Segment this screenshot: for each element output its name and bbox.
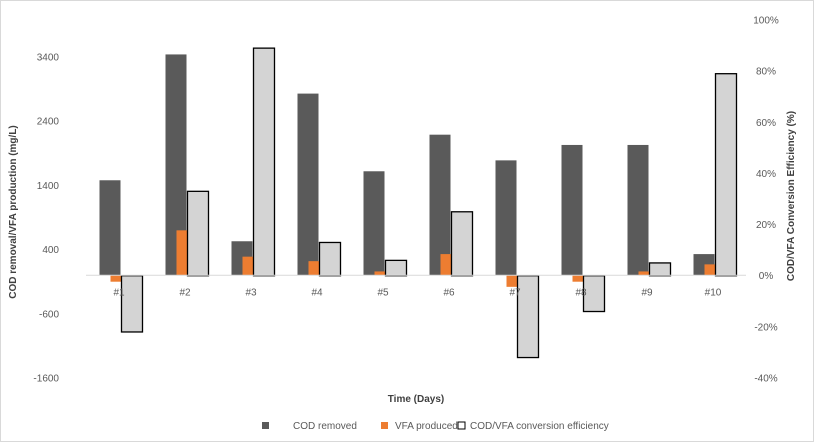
category-label: #8 <box>575 287 587 298</box>
left-tick-label: 400 <box>42 245 59 256</box>
category-label: #4 <box>311 287 323 298</box>
category-label: #10 <box>705 287 722 298</box>
legend-label: COD/VFA conversion efficiency <box>470 421 609 432</box>
category-label: #6 <box>443 287 455 298</box>
bar-1-#9 <box>627 144 649 276</box>
legend-label: COD removed <box>293 421 357 432</box>
bar-1-#8 <box>561 144 583 276</box>
bar-3-#9 <box>648 262 672 277</box>
right-tick-label: 40% <box>756 169 776 180</box>
bar-3-#1 <box>120 275 144 333</box>
legend: COD removed VFA produced COD/VFA conversio… <box>262 421 609 432</box>
bar-1-#7 <box>495 160 517 276</box>
right-tick-label: 100% <box>753 16 779 27</box>
right-tick-label: 20% <box>756 220 776 231</box>
right-tick-label: 0% <box>759 271 774 282</box>
bar-1-#1 <box>99 180 121 276</box>
category-label: #9 <box>641 287 653 298</box>
left-tick-label: 2400 <box>37 117 60 128</box>
category-label: #5 <box>377 287 389 298</box>
series-1 <box>99 54 715 276</box>
bar-3-#3 <box>252 47 276 277</box>
category-label: #1 <box>113 287 125 298</box>
right-tick-label: -20% <box>754 322 777 333</box>
left-tick-label: 1400 <box>37 181 60 192</box>
category-label: #2 <box>179 287 191 298</box>
bar-1-#6 <box>429 134 451 276</box>
bar-3-#10 <box>714 73 738 277</box>
legend-item-3: COD/VFA conversion efficiency <box>457 421 609 432</box>
right-axis: 100% 80% 60% 40% 20% 0% -20% -40% <box>753 16 779 385</box>
left-tick-label: -1600 <box>33 374 59 385</box>
category-label: #3 <box>245 287 257 298</box>
bar-3-#2 <box>186 190 210 277</box>
right-tick-label: -40% <box>754 374 777 385</box>
bar-1-#5 <box>363 171 385 276</box>
bar-3-#8 <box>582 275 606 313</box>
legend-swatch <box>457 421 466 430</box>
legend-item-1: COD removed <box>262 421 357 432</box>
x-axis-title: Time (Days) <box>388 394 445 405</box>
bar-3-#5 <box>384 259 408 277</box>
bar-3-#4 <box>318 241 342 277</box>
right-tick-label: 80% <box>756 67 776 78</box>
left-axis: 3400 2400 1400 400 -600 -1600 <box>33 53 59 385</box>
category-label: #7 <box>509 287 521 298</box>
right-axis-title: COD/VFA Conversion Efficiency (%) <box>786 111 797 281</box>
bar-3-#7 <box>516 275 540 359</box>
legend-swatch <box>262 422 269 429</box>
left-tick-label: -600 <box>39 309 59 320</box>
legend-item-2: VFA produced <box>381 421 458 432</box>
legend-label: VFA produced <box>395 421 458 432</box>
legend-swatch <box>381 422 388 429</box>
bar-1-#4 <box>297 93 319 276</box>
left-axis-title: COD removal/VFA production (mg/L) <box>8 125 19 299</box>
bar-1-#2 <box>165 54 187 276</box>
left-tick-label: 3400 <box>37 53 60 64</box>
bar-3-#6 <box>450 211 474 277</box>
category-axis: #1 #2 #3 #4 #5 #6 #7 #8 #9 #10 <box>113 287 721 298</box>
right-tick-label: 60% <box>756 118 776 129</box>
